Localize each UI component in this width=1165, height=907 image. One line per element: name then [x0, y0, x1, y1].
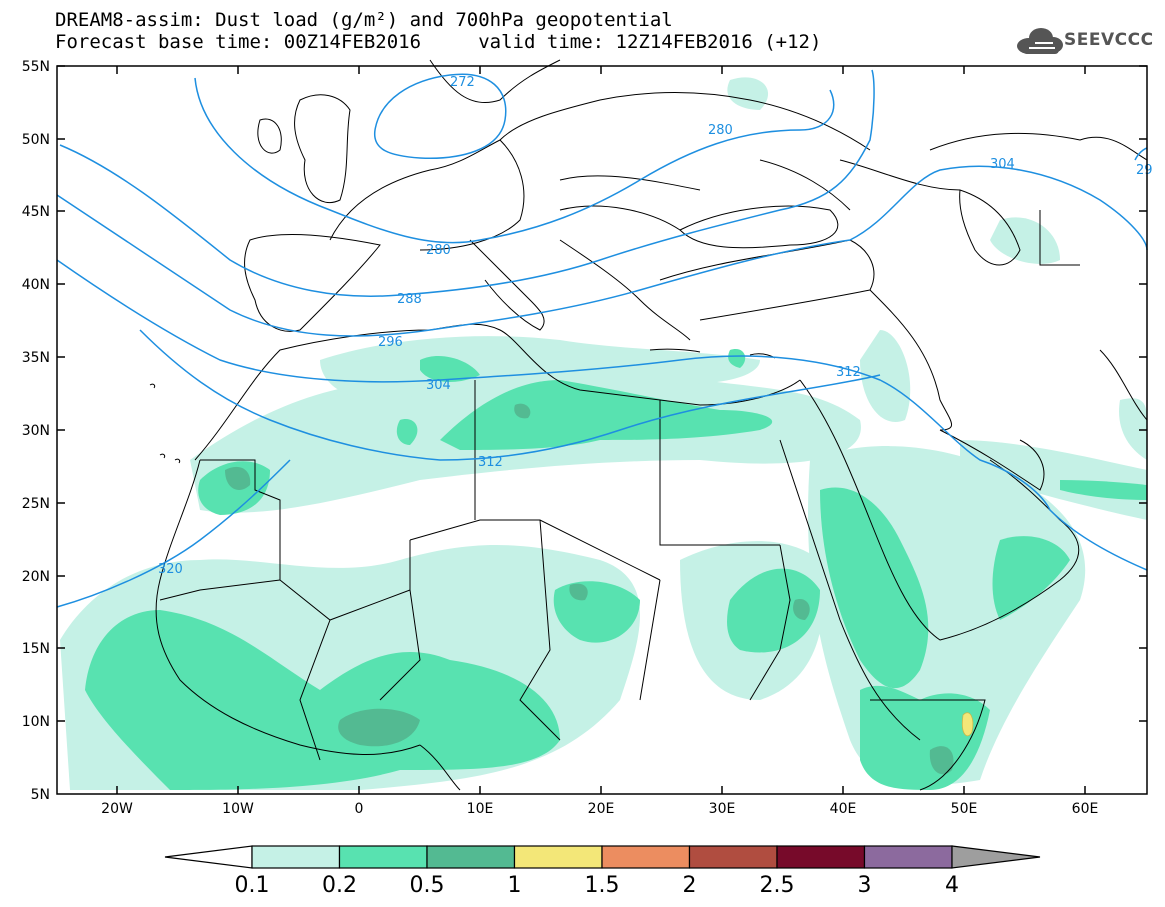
contour-label: 288	[397, 292, 422, 307]
lat-label: 25N	[22, 496, 50, 512]
contour-label: 280	[708, 123, 733, 138]
lon-label: 40E	[830, 801, 857, 817]
legend-tick-label: 1	[508, 873, 522, 898]
dust-shading	[60, 77, 1147, 790]
lon-label: 10E	[467, 801, 494, 817]
lat-label: 15N	[22, 641, 50, 657]
lon-label: 20W	[101, 801, 133, 817]
lat-label: 5N	[31, 787, 50, 803]
legend-color-box	[601, 845, 691, 869]
legend-color-box	[513, 845, 603, 869]
longitude-axis: 20W 10W 0 10E 20E 30E 40E 50E 60E	[101, 66, 1098, 817]
legend-low-arrow	[164, 845, 253, 869]
contour-label: 312	[836, 365, 861, 380]
lat-label: 45N	[22, 204, 50, 220]
contour-label: 29	[1136, 163, 1153, 178]
lat-label: 10N	[22, 714, 50, 730]
legend-tick-label: 3	[858, 873, 872, 898]
contour-label: 280	[426, 243, 451, 258]
legend-color-box	[251, 845, 341, 869]
legend-high-arrow	[951, 845, 1041, 869]
legend-color-box	[776, 845, 866, 869]
legend-color-box	[426, 845, 516, 869]
latitude-axis: 55N 50N 45N 40N 35N 30N 25N 20N 15N 10N …	[22, 59, 1147, 803]
contour-label: 320	[158, 562, 183, 577]
lon-label: 50E	[951, 801, 978, 817]
lat-label: 35N	[22, 350, 50, 366]
logo-text: SEEVCCC	[1064, 30, 1154, 50]
legend-color-box	[863, 845, 953, 869]
lat-label: 30N	[22, 423, 50, 439]
contour-label: 312	[478, 455, 503, 470]
legend-tick-label: 0.5	[410, 873, 445, 898]
lat-label: 50N	[22, 132, 50, 148]
contour-label: 272	[450, 75, 475, 90]
map-title: DREAM8-assim: Dust load (g/m²) and 700hP…	[55, 9, 673, 31]
lat-label: 55N	[22, 59, 50, 75]
contour-label: 304	[426, 378, 451, 393]
color-legend: 0.1 0.2 0.5 1 1.5 2 2.5 3 4	[164, 845, 1041, 898]
lon-label: 20E	[588, 801, 615, 817]
lon-label: 0	[355, 801, 364, 817]
lon-label: 10W	[222, 801, 254, 817]
geopotential-contours	[56, 69, 1148, 608]
contour-label: 304	[990, 157, 1015, 172]
legend-tick-label: 4	[945, 873, 959, 898]
legend-color-box	[688, 845, 778, 869]
lat-label: 20N	[22, 569, 50, 585]
legend-tick-label: 0.1	[235, 873, 270, 898]
legend-tick-label: 0.2	[322, 873, 357, 898]
legend-tick-label: 1.5	[585, 873, 620, 898]
legend-tick-label: 2	[683, 873, 697, 898]
contour-labels: 272 280 280 288 296 304 304 312 312 320 …	[158, 75, 1153, 577]
contour-label: 296	[378, 335, 403, 350]
lat-label: 40N	[22, 277, 50, 293]
lon-label: 60E	[1072, 801, 1099, 817]
legend-color-box	[338, 845, 428, 869]
forecast-time-line: Forecast base time: 00Z14FEB2016 valid t…	[55, 31, 822, 53]
lon-label: 30E	[709, 801, 736, 817]
seevccc-logo	[1017, 28, 1063, 54]
legend-tick-label: 2.5	[760, 873, 795, 898]
